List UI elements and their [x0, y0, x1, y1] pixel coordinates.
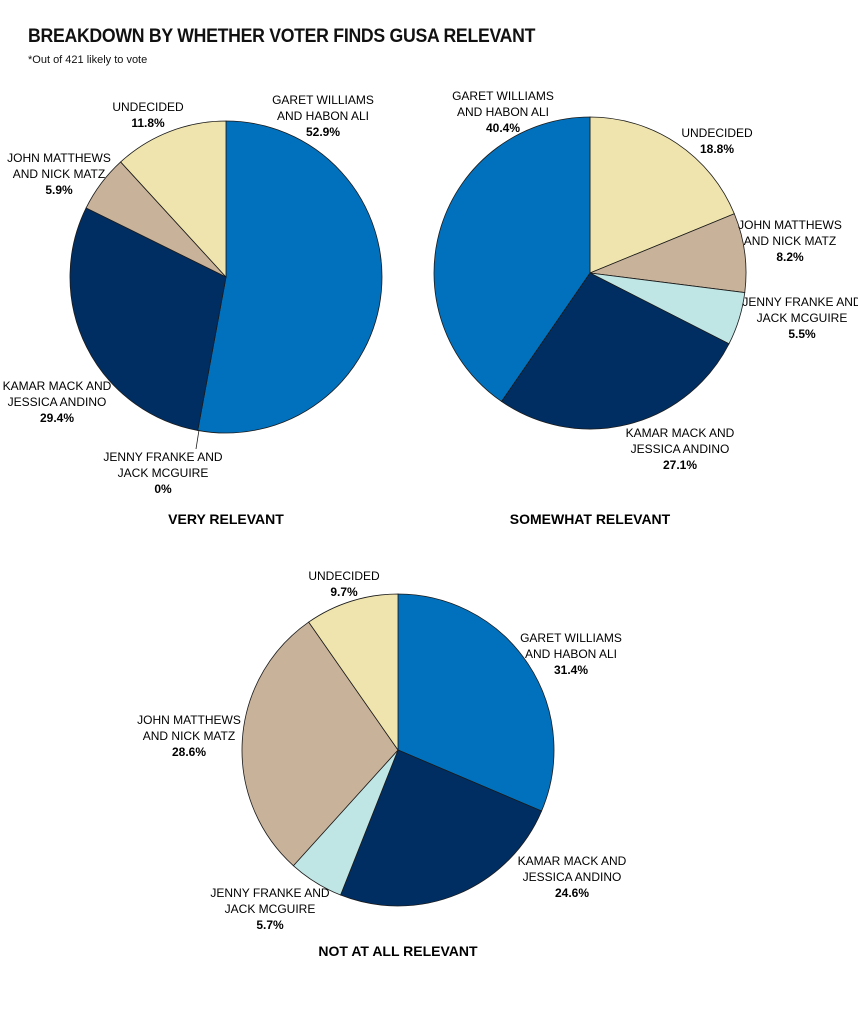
- slice-percent-label: 8.2%: [776, 250, 804, 264]
- slice-label: KAMAR MACK AND: [626, 426, 735, 440]
- pie-chart-very-relevant: GARET WILLIAMS AND HABON ALI 52.9% JENNY FR…: [3, 93, 383, 527]
- pie-slice-kamar-mack-and-jessica-andino: [340, 749, 543, 907]
- slice-label: AND NICK MATZ: [744, 234, 836, 248]
- slice-label: JOHN MATTHEWS: [738, 218, 842, 232]
- slice-label: JESSICA ANDINO: [631, 442, 730, 456]
- slice-label: JACK MCGUIRE: [225, 902, 316, 916]
- pie-chart-somewhat-relevant: UNDECIDED 18.8% JOHN MATTHEWS AND NICK MATZ…: [433, 89, 858, 527]
- slice-label: JENNY FRANKE AND: [742, 295, 858, 309]
- slice-label: UNDECIDED: [112, 100, 184, 114]
- slice-percent-label: 5.5%: [788, 327, 816, 341]
- slice-percent-label: 52.9%: [306, 125, 340, 139]
- slice-label: JOHN MATTHEWS: [137, 713, 241, 727]
- slice-label: JACK MCGUIRE: [757, 311, 848, 325]
- slice-label: JENNY FRANKE AND: [103, 450, 222, 464]
- slice-percent-label: 27.1%: [663, 458, 697, 472]
- slice-label: AND NICK MATZ: [143, 729, 235, 743]
- pie-slice-kamar-mack-and-jessica-andino: [69, 207, 227, 431]
- slice-percent-label: 24.6%: [555, 886, 589, 900]
- chart-title: BREAKDOWN BY WHETHER VOTER FINDS GUSA RE…: [28, 26, 536, 47]
- slice-percent-label: 28.6%: [172, 745, 206, 759]
- slice-percent-label: 29.4%: [40, 411, 74, 425]
- chart-subtitle: *Out of 421 likely to vote: [28, 54, 148, 66]
- slice-percent-label: 5.7%: [256, 918, 284, 932]
- pie-chart-title: VERY RELEVANT: [168, 511, 284, 527]
- slice-label: KAMAR MACK AND: [518, 854, 627, 868]
- slice-percent-label: 31.4%: [554, 663, 588, 677]
- slice-label: GARET WILLIAMS: [272, 93, 374, 107]
- slice-label: AND HABON ALI: [277, 109, 369, 123]
- pie-chart-title: SOMEWHAT RELEVANT: [510, 511, 671, 527]
- slice-label: AND NICK MATZ: [13, 167, 105, 181]
- slice-label: AND HABON ALI: [457, 105, 549, 119]
- slice-label: AND HABON ALI: [525, 647, 617, 661]
- slice-percent-label: 5.9%: [45, 183, 73, 197]
- pie-slice-garet-williams-and-habon-ali: [433, 116, 591, 403]
- slice-label: JESSICA ANDINO: [8, 395, 107, 409]
- pie-slice-john-matthews-and-nick-matz: [241, 621, 399, 867]
- slice-label: JOHN MATTHEWS: [7, 151, 111, 165]
- slice-label: UNDECIDED: [308, 569, 380, 583]
- pie-slice-garet-williams-and-habon-ali: [197, 120, 383, 434]
- slice-percent-label: 11.8%: [131, 116, 165, 130]
- slice-label: JESSICA ANDINO: [523, 870, 622, 884]
- pie-slice-undecided: [120, 120, 227, 279]
- pie-slice-undecided: [308, 593, 399, 752]
- slice-label: JENNY FRANKE AND: [210, 886, 329, 900]
- slice-label: GARET WILLIAMS: [520, 631, 622, 645]
- leader-line: [195, 429, 200, 450]
- slice-label: KAMAR MACK AND: [3, 379, 112, 393]
- slice-label: UNDECIDED: [681, 126, 753, 140]
- pie-slice-kamar-mack-and-jessica-andino: [500, 272, 730, 430]
- pie-chart-title: NOT AT ALL RELEVANT: [318, 943, 478, 959]
- slice-percent-label: 40.4%: [486, 121, 520, 135]
- slice-label: JACK MCGUIRE: [118, 466, 209, 480]
- slice-label: GARET WILLIAMS: [452, 89, 554, 103]
- slice-percent-label: 18.8%: [700, 142, 734, 156]
- slice-percent-label: 0%: [154, 482, 172, 496]
- slice-percent-label: 9.7%: [330, 585, 358, 599]
- pie-slice-garet-williams-and-habon-ali: [397, 593, 555, 812]
- pie-chart-not-at-all-relevant: GARET WILLIAMS AND HABON ALI 31.4% KAMAR MA…: [137, 569, 627, 959]
- pie-slice-undecided: [589, 116, 735, 274]
